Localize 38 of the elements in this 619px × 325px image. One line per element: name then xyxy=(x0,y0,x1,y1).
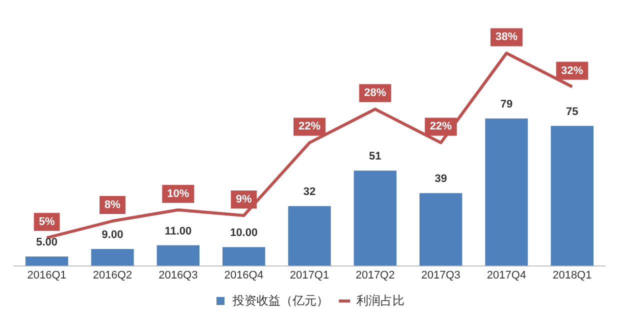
data-label: 9.00 xyxy=(102,229,124,242)
data-label: 10% xyxy=(167,188,190,200)
data-label: 10.00 xyxy=(230,227,258,240)
x-tick-label: 2016Q3 xyxy=(158,269,198,282)
legend-label: 投资收益（亿元） xyxy=(232,293,328,308)
data-label: 51 xyxy=(369,150,382,163)
bar xyxy=(419,193,462,266)
x-tick-label: 2017Q4 xyxy=(486,269,526,282)
x-tick-label: 2016Q1 xyxy=(27,269,66,282)
x-tick-label: 2017Q3 xyxy=(421,269,460,282)
x-tick-label: 2018Q1 xyxy=(552,269,592,282)
data-label: 32 xyxy=(303,186,316,198)
data-label: 38% xyxy=(495,31,518,44)
bar xyxy=(156,245,200,266)
data-label: 32% xyxy=(561,64,584,77)
legend-label: 利润占比 xyxy=(356,293,404,308)
data-label: 5% xyxy=(38,216,55,228)
data-label: 5.00 xyxy=(36,236,58,249)
x-tick-label: 2016Q2 xyxy=(92,269,132,282)
x-tick-label: 2017Q1 xyxy=(290,269,330,282)
x-tick-label: 2017Q2 xyxy=(356,269,395,282)
bar xyxy=(288,206,331,266)
x-tick-label: 2016Q4 xyxy=(224,269,264,282)
data-label: 79 xyxy=(500,98,513,110)
data-label: 8% xyxy=(104,199,121,212)
data-label: 39 xyxy=(434,173,447,186)
data-label: 75 xyxy=(566,106,578,118)
bar xyxy=(222,247,266,266)
bar xyxy=(550,126,594,266)
bar xyxy=(485,118,528,266)
data-label: 28% xyxy=(364,87,386,100)
data-label: 11.00 xyxy=(164,225,192,238)
data-label: 9% xyxy=(236,193,252,206)
bar xyxy=(25,256,68,266)
data-label: 22% xyxy=(298,120,321,133)
bar xyxy=(91,249,134,266)
bar xyxy=(354,170,397,266)
data-label: 22% xyxy=(430,120,452,133)
